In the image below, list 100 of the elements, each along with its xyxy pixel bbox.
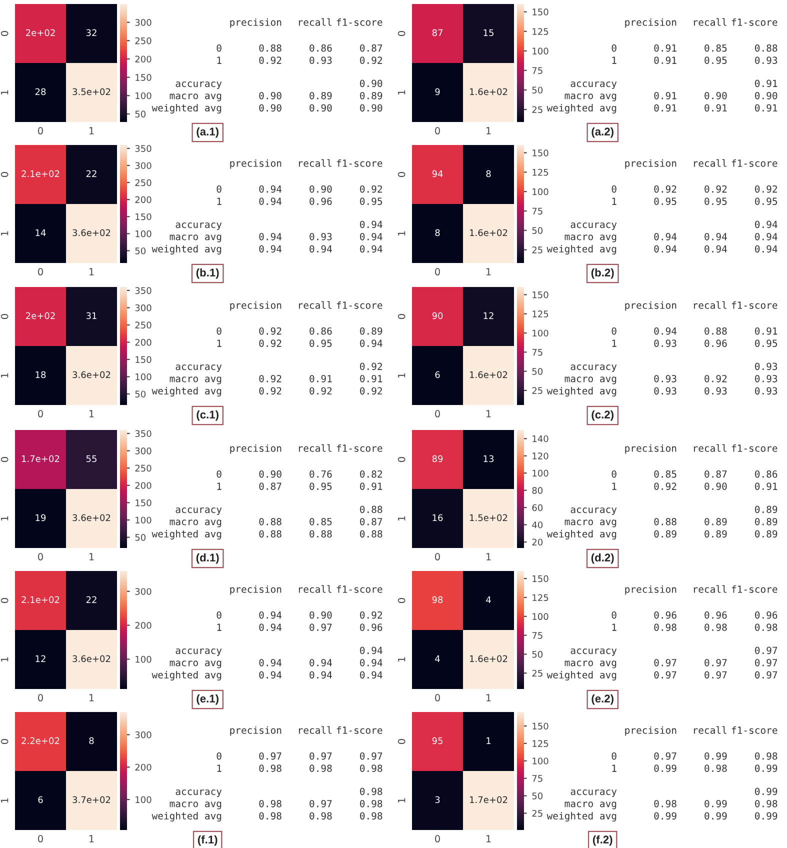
text: (b.1) (196, 268, 219, 279)
category-label: weighted avg (152, 244, 222, 254)
text: 0.90 (259, 104, 282, 112)
category-label: macro avg (170, 520, 222, 528)
text: 0.82 (360, 470, 382, 478)
text: 0.98 (259, 800, 282, 808)
text: 0.91 (654, 104, 676, 112)
category-label: precision (230, 444, 282, 454)
text: (f.2) (592, 835, 612, 846)
data-label: 1.5e+02 (470, 514, 508, 522)
color-bar-label: 100 (136, 230, 152, 238)
text: 0.94 (654, 232, 677, 240)
text: 0.94 (259, 185, 282, 193)
data-label: 3.6e+02 (72, 514, 110, 522)
x-tick-label: 0 (38, 127, 43, 134)
category-label: 1 (217, 340, 222, 347)
category-label: recall (694, 726, 726, 734)
text: 0.92 (259, 56, 282, 64)
category-label: accuracy (570, 648, 617, 656)
text: 0.90 (360, 104, 382, 112)
color-bar-label: 75 (532, 208, 542, 215)
text: 0.89 (755, 518, 778, 526)
category-label: precision (625, 18, 676, 28)
x-tick-label: 0 (435, 410, 440, 418)
text: 0.98 (259, 812, 282, 820)
x-tick-label: 1 (486, 268, 491, 276)
text: 0.97 (755, 671, 778, 679)
text: (c.2) (592, 410, 614, 421)
color-bar-label: 75 (532, 632, 542, 639)
category-label: 0 (216, 752, 222, 760)
text: 0.94 (360, 220, 382, 228)
data-label: 4 (486, 596, 491, 603)
color-bar-label: 125 (532, 594, 548, 602)
text: 0.95 (360, 198, 382, 205)
data-label: 22 (86, 170, 96, 177)
text: 0.94 (360, 646, 382, 654)
data-label: 1 (486, 737, 491, 744)
color-bar-label: 350 (135, 430, 152, 438)
text: 0.92 (360, 611, 382, 619)
color-bar-label: 80 (532, 487, 543, 494)
color-bar-label: 50 (532, 792, 543, 800)
y-tick-label: 1 (398, 90, 406, 95)
color-bar-label: 20 (532, 538, 543, 546)
text: 0.98 (755, 624, 778, 631)
color-bar-label: 125 (532, 310, 548, 318)
category-label: macro avg (564, 802, 616, 810)
text: 0.99 (654, 764, 676, 772)
text: 0.98 (360, 800, 382, 808)
y-tick-label: 1 (398, 516, 406, 521)
category-label: weighted avg (546, 812, 616, 822)
category-label: 0 (216, 611, 222, 619)
text: 0.88 (259, 518, 282, 526)
text: 0.94 (259, 198, 282, 205)
text: 0.89 (704, 530, 727, 538)
text: 0.92 (259, 340, 282, 347)
data-label: 6 (435, 371, 440, 378)
color-bar-label: 150 (532, 149, 548, 156)
text: 0.98 (755, 800, 778, 808)
text: 0.91 (654, 92, 676, 100)
color-bar-label: 150 (532, 722, 548, 730)
category-label: accuracy (570, 508, 617, 515)
data-label: 8 (435, 229, 440, 236)
text: 0.86 (310, 44, 332, 52)
color-bar-label: 25 (532, 810, 542, 817)
x-tick-label: 0 (38, 835, 43, 842)
data-label: 31 (86, 312, 96, 320)
category-label: macro avg (170, 376, 222, 384)
data-label: 18 (36, 371, 46, 378)
category-label: 1 (612, 56, 616, 64)
color-bar-label: 300 (135, 447, 152, 454)
text: 0.98 (755, 752, 778, 760)
category-label: 1 (612, 340, 616, 347)
text: 0.94 (755, 245, 778, 253)
category-label: macro avg (170, 94, 222, 102)
text: 0.92 (360, 56, 382, 64)
color-bar-label: 150 (136, 74, 152, 81)
category-label: 1 (217, 764, 222, 772)
text: 0.99 (704, 752, 727, 760)
data-label: 12 (484, 312, 494, 319)
text: 0.94 (704, 245, 727, 253)
data-label: 89 (432, 455, 443, 462)
color-bar-label: 50 (135, 534, 146, 541)
text: 0.97 (310, 800, 332, 808)
category-label: weighted avg (546, 530, 616, 540)
text: 0.97 (360, 752, 382, 760)
y-tick-label: 0 (398, 598, 406, 603)
color-bar-label: 250 (135, 179, 152, 186)
color-bar-label: 75 (532, 348, 542, 356)
text: 0.98 (360, 788, 382, 796)
text: 0.92 (704, 374, 727, 382)
category-label: recall (694, 585, 726, 593)
text: (a.2) (592, 127, 614, 138)
text: 0.97 (654, 658, 676, 666)
text: 0.96 (704, 611, 727, 619)
text: 0.93 (755, 362, 778, 370)
x-tick-label: 0 (38, 410, 43, 418)
y-tick-label: 1 (1, 231, 8, 236)
category-label: f1-score (732, 18, 778, 26)
color-bar-label: 150 (136, 213, 152, 220)
category-label: 0 (612, 327, 616, 335)
